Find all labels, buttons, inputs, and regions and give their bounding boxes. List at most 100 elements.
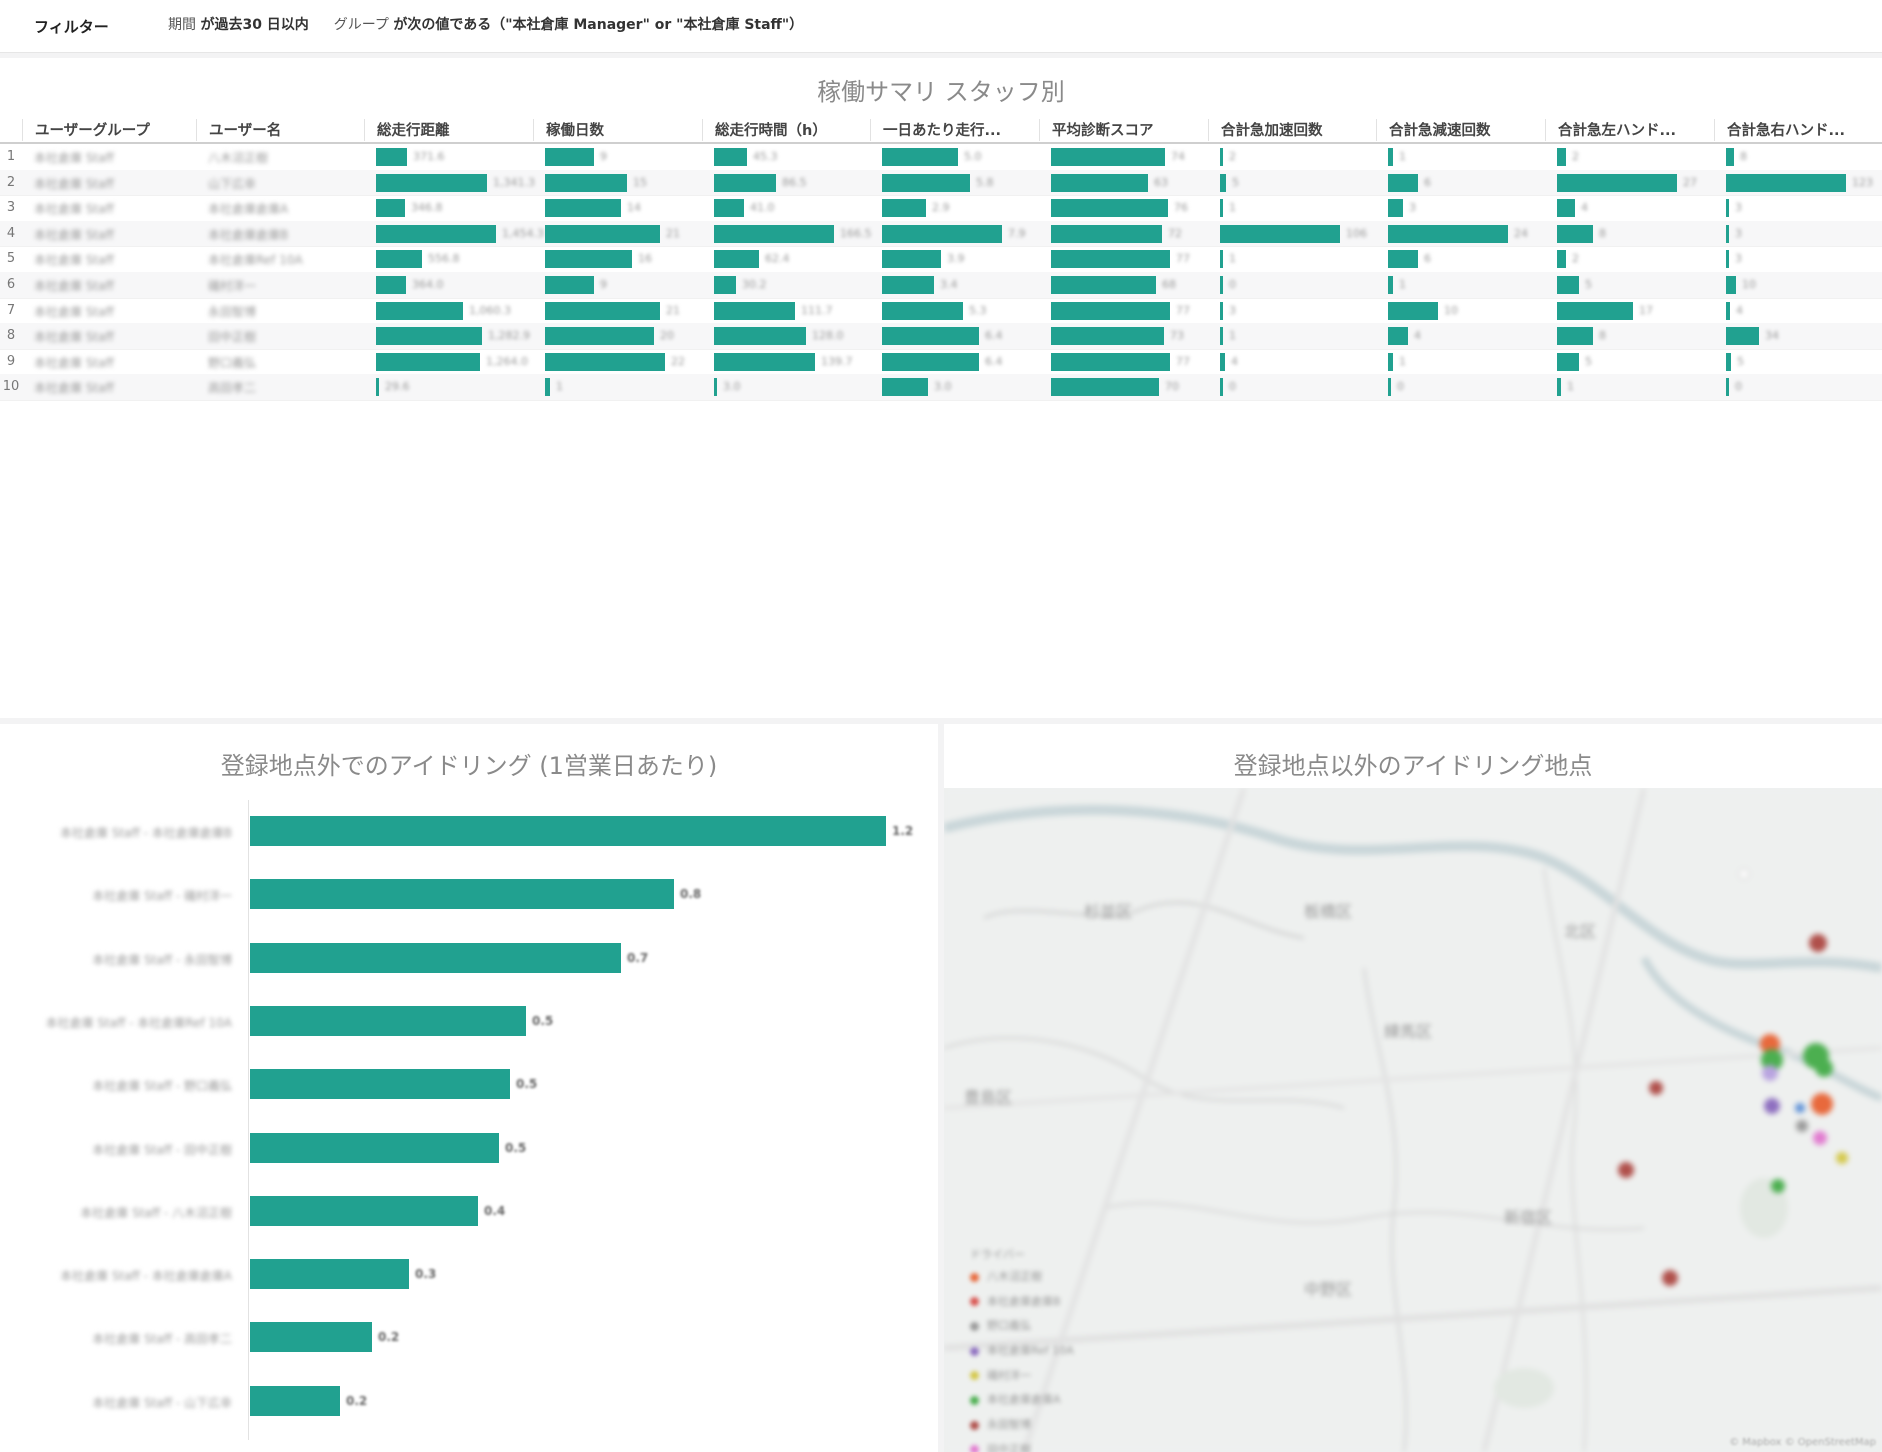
column-header[interactable]: 一日あたり走行... [870,119,1039,141]
filter-conditions[interactable]: 期間 が過去30 日以内 グループ が次の値である（"本社倉庫 Manager"… [168,14,803,34]
cell-value: 22 [671,354,685,368]
cell-value: 2 [1572,252,1579,266]
idle-bar[interactable] [250,1069,510,1100]
cell-bar [1220,276,1223,294]
filter-group-label: グループ [333,17,389,33]
legend-item[interactable]: 磯村洋一 [970,1367,1074,1392]
column-header[interactable]: 合計急右ハンド... [1714,119,1882,141]
cell-value: 6 [1424,175,1431,189]
cell-bar [882,352,979,371]
idle-bar[interactable] [250,1005,526,1036]
idle-bar-value: 0.8 [680,887,702,902]
cell-value: 45.3 [753,150,778,163]
column-header[interactable]: 合計急左ハンド... [1545,119,1714,141]
table-row[interactable]: 9 本社倉庫 Staff 野口義弘 1,264.0 22 139.7 6.4 77 4 1 5 5 [0,349,1882,376]
user-name-cell: 山下広幸 [208,176,257,191]
column-header[interactable]: 総走行距離 [364,119,533,141]
cell-value: 73 [1170,329,1184,343]
cell-value: 371.6 [413,150,445,163]
cell-value: 1,282.9 [488,329,530,343]
legend-label: 田中正樹 [987,1442,1031,1452]
cell-bar [882,378,928,397]
idle-bar-value: 0.4 [484,1203,506,1218]
idle-bar[interactable] [250,1195,478,1226]
idle-bar[interactable] [250,1259,409,1290]
idle-bar[interactable] [250,816,886,846]
filter-period-value: が過去30 日以内 [200,17,309,33]
cell-bar [545,301,660,320]
table-row[interactable]: 3 本社倉庫 Staff 本社倉庫倉庫A 346.8 14 41.0 2.9 76 1 3 4 3 [0,195,1882,222]
idle-bar-label: 本社倉庫 Staff - 本社倉庫Ref 10A [45,1015,232,1030]
cell-value: 1 [1229,252,1236,266]
table-row[interactable]: 1 本社倉庫 Staff 八木沼正樹 371.6 9 45.3 5.0 74 2 1 2 8 [0,144,1882,171]
legend-item[interactable]: 田中正樹 [970,1441,1074,1452]
row-number: 3 [6,200,16,216]
idle-bar-label: 本社倉庫 Staff - 高田孝二 [92,1332,232,1347]
idle-bar-value: 0.5 [505,1140,527,1155]
cell-value: 30.2 [742,278,767,291]
cell-bar [1557,173,1677,192]
cell-value: 3 [1409,201,1416,215]
table-header: ユーザーグループ ユーザー名 総走行距離 稼働日数 総走行時間（h） 一日あたり走行...… [0,118,1882,144]
cell-value: 1 [1229,201,1236,215]
cell-bar [1557,378,1561,397]
column-header[interactable]: ユーザーグループ [22,119,196,141]
cell-bar [1220,378,1223,397]
cell-bar [1051,148,1165,166]
row-number: 9 [6,353,16,369]
map-area-label: 北区 [1564,922,1597,941]
map-area-label: 杉並区 [1084,902,1133,921]
legend-item[interactable]: 本社倉庫倉庫A [970,1391,1074,1416]
map-base-layer[interactable] [944,788,1882,1452]
idle-bar-value: 0.2 [378,1330,400,1345]
user-name-cell: 本社倉庫倉庫B [208,227,289,242]
column-header[interactable]: 総走行時間（h） [702,119,870,141]
cell-bar [545,378,550,397]
cell-value: 41.0 [750,201,775,215]
idle-bar[interactable] [250,942,621,973]
user-name-cell: 本社倉庫Ref 10A [208,253,303,268]
legend-item[interactable]: 本社倉庫Ref 10A [970,1342,1074,1367]
table-row[interactable]: 7 本社倉庫 Staff 永田智博 1,060.3 21 111.7 5.3 77 3 10 17 4 [0,298,1882,325]
idle-map[interactable]: 板橋区 練馬区 豊島区 新宿区 中野区 杉並区 北区 ドライバー 八木沼正樹 本社倉庫倉庫B 野… [944,788,1882,1452]
table-row[interactable]: 4 本社倉庫 Staff 本社倉庫倉庫B 1,454.3 21 166.5 7.9 72 106… [0,220,1882,248]
column-header[interactable]: 合計急減速回数 [1376,119,1545,141]
user-group-cell: 本社倉庫 Staff [34,381,114,396]
row-number: 5 [6,251,16,267]
idle-bar-value: 0.7 [627,950,649,965]
cell-bar [545,173,627,192]
map-attribution[interactable]: © Mapbox © OpenStreetMap [1729,1437,1876,1448]
table-row[interactable]: 10 本社倉庫 Staff 高田孝二 29.6 1 3.0 3.0 70 0 0 1 0 [0,374,1882,401]
idle-map-panel: 登録地点以外のアイドリング地点 [944,724,1882,1452]
map-legend-items: 八木沼正樹 本社倉庫倉庫B 野口義弘 本社倉庫Ref 10A 磯村洋一 本社倉庫倉庫A 永田… [970,1268,1074,1452]
legend-item[interactable]: 野口義弘 [970,1317,1074,1342]
cell-value: 8 [1599,329,1606,343]
idle-bar[interactable] [250,879,674,910]
cell-bar [376,327,482,346]
column-header[interactable]: 平均診断スコア [1039,119,1208,141]
row-number: 7 [6,302,16,318]
cell-value: 1,264.0 [486,354,528,368]
column-header[interactable]: ユーザー名 [196,119,364,141]
idle-bar[interactable] [250,1322,372,1353]
table-row[interactable]: 2 本社倉庫 Staff 山下広幸 1,341.3 15 86.5 5.8 63 5 6 27 123 [0,169,1882,197]
table-row[interactable]: 6 本社倉庫 Staff 磯村洋一 364.0 9 30.2 3.4 68 0 1 5 10 [0,272,1882,299]
cell-bar [1051,173,1148,192]
row-number: 2 [6,174,16,190]
cell-bar [1726,224,1729,243]
idle-bar-value: 0.2 [346,1393,368,1408]
cell-value: 2.9 [932,201,950,215]
table-row[interactable]: 5 本社倉庫 Staff 本社倉庫Ref 10A 556.8 16 62.4 3.9 77 1 6… [0,246,1882,273]
cell-bar [1220,250,1223,269]
cell-value: 27 [1683,175,1697,189]
table-row[interactable]: 8 本社倉庫 Staff 田中正樹 1,282.9 20 128.0 6.4 73 1 4 8 34 [0,323,1882,350]
legend-item[interactable]: 八木沼正樹 [970,1268,1074,1293]
idle-bar[interactable] [250,1385,340,1416]
idle-bar-label: 本社倉庫 Staff - 野口義弘 [92,1079,232,1094]
legend-item[interactable]: 本社倉庫倉庫B [970,1293,1074,1318]
cell-bar [1557,301,1633,320]
legend-item[interactable]: 永田智博 [970,1416,1074,1441]
column-header[interactable]: 稼働日数 [533,119,702,141]
idle-bar[interactable] [250,1132,499,1163]
column-header[interactable]: 合計急加速回数 [1208,119,1376,141]
